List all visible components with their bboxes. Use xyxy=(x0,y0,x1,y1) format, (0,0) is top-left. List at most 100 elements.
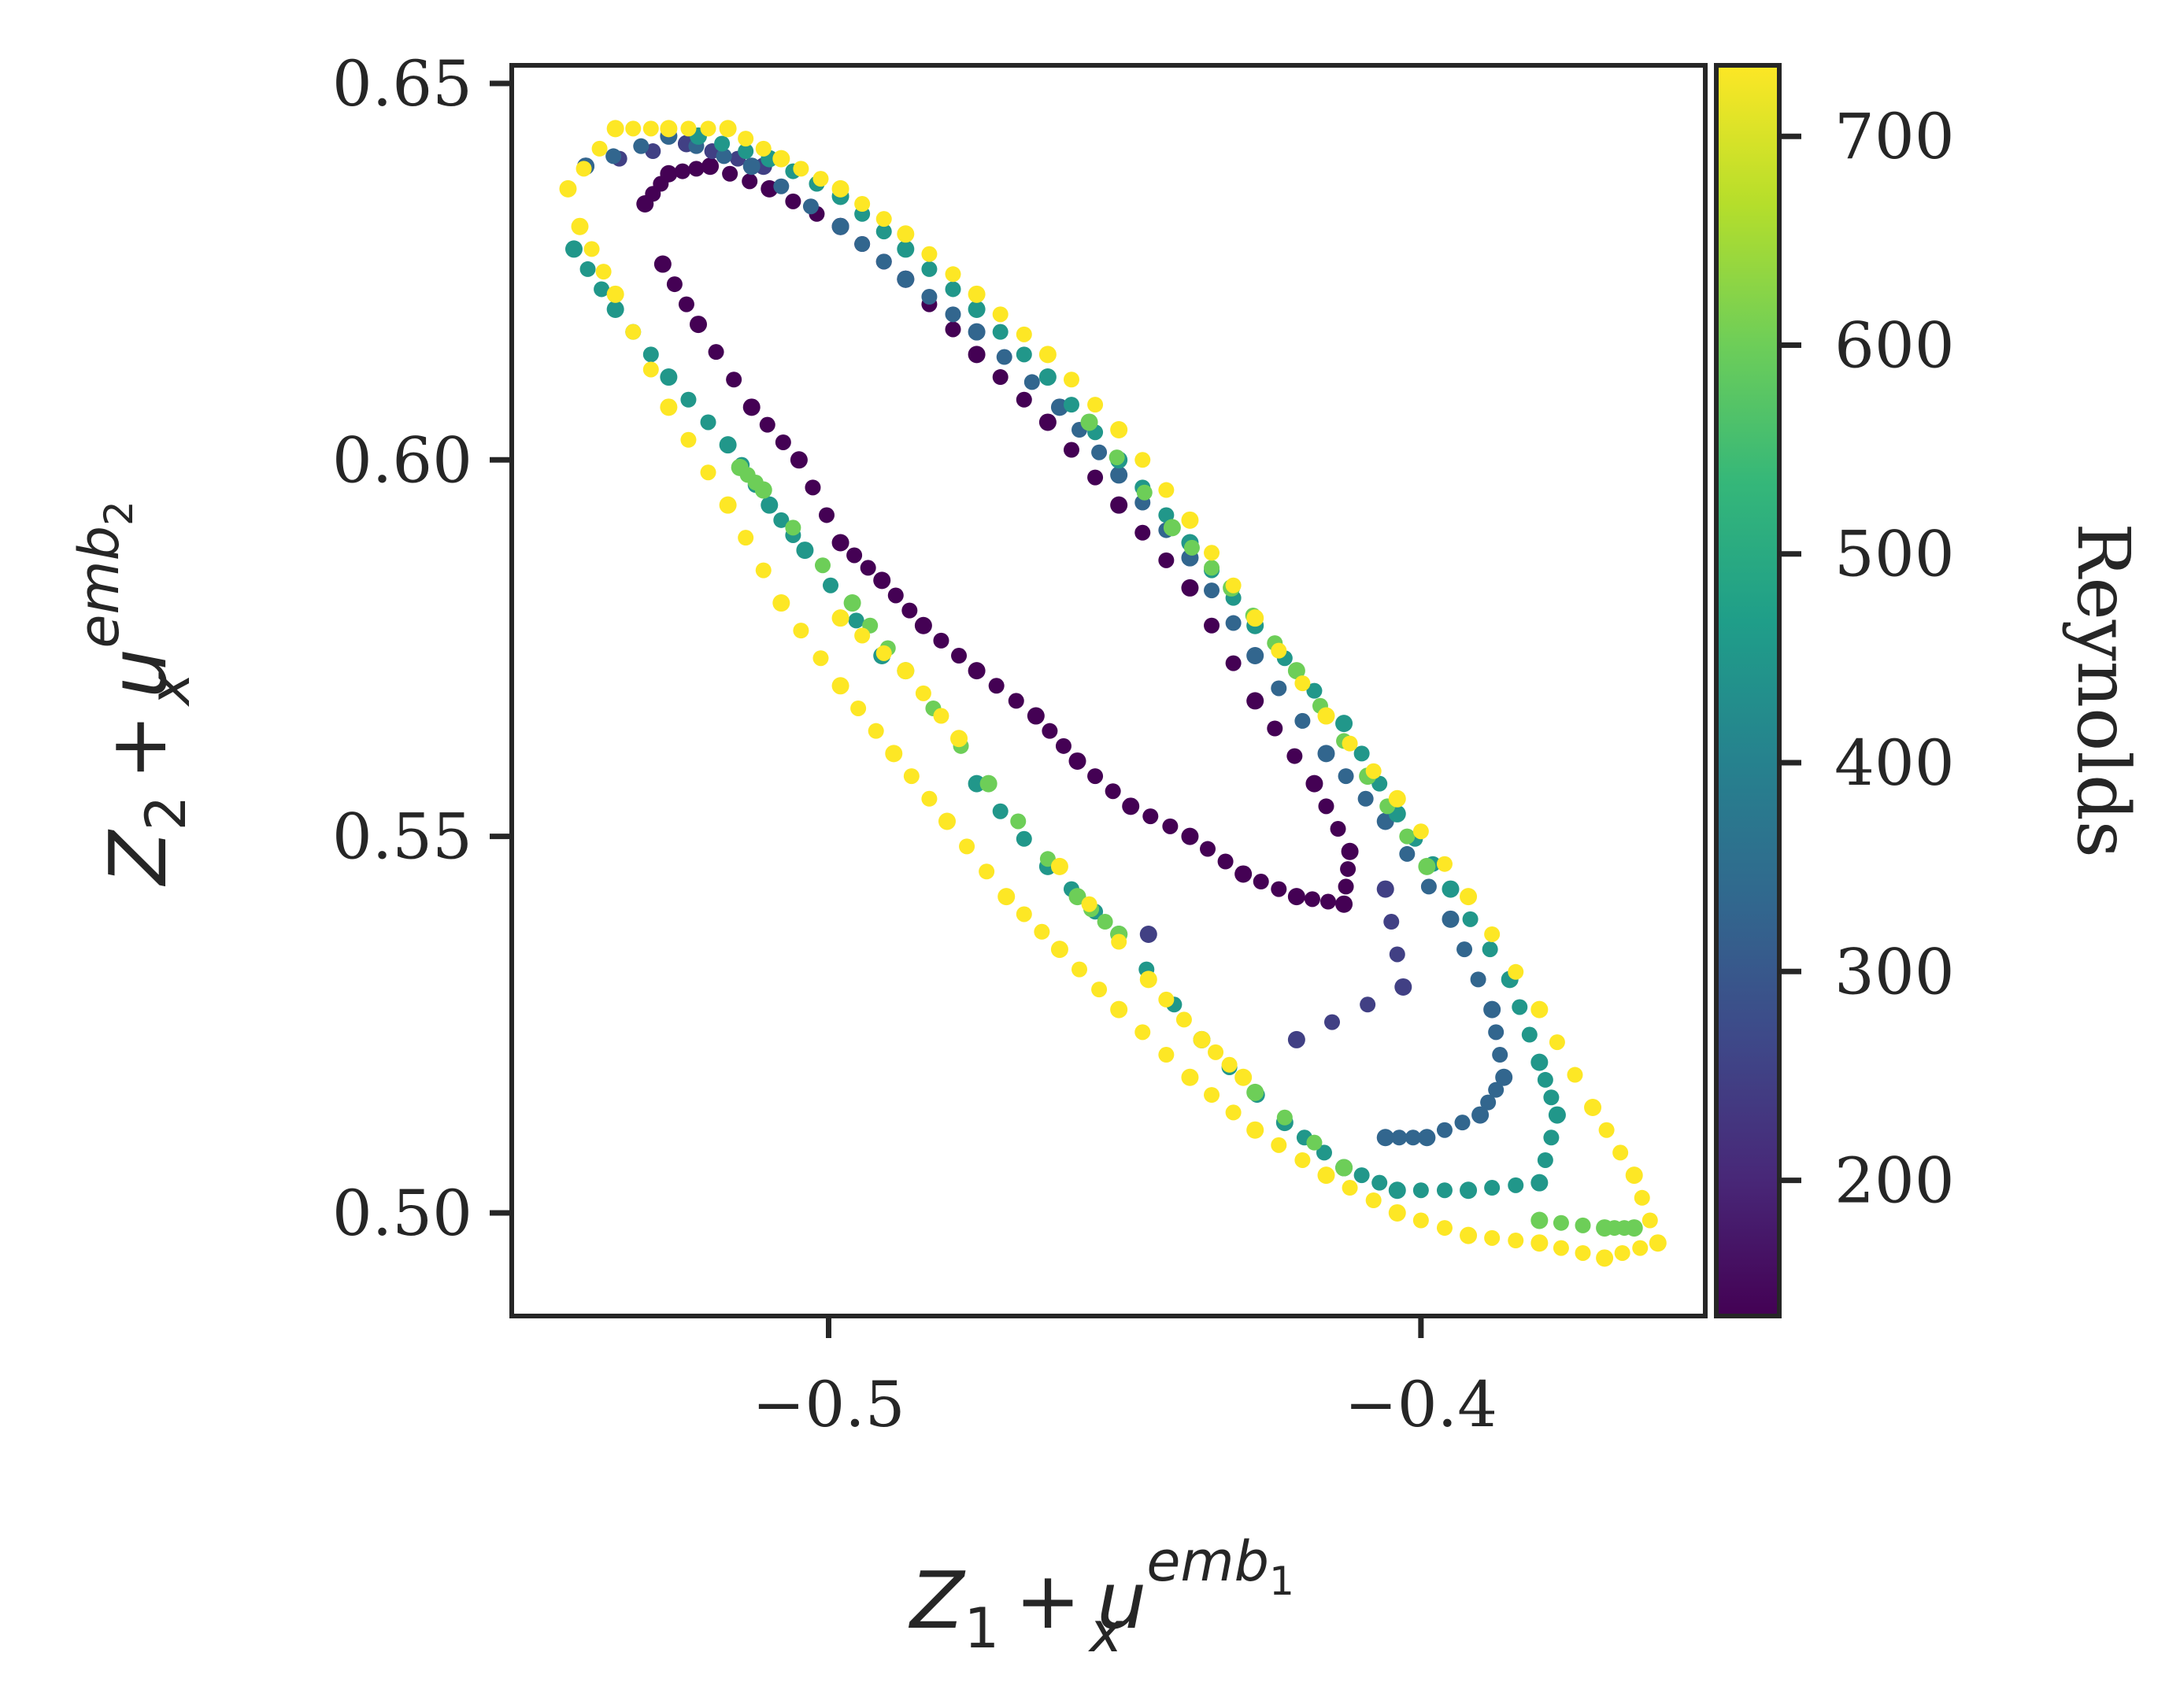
data-point-interp xyxy=(992,306,1009,323)
data-point-interp xyxy=(1271,881,1287,897)
data-point xyxy=(1335,1159,1353,1177)
data-point-interp xyxy=(1158,991,1175,1007)
data-point-interp xyxy=(1136,484,1153,501)
data-point-interp xyxy=(1109,449,1125,466)
data-point-interp xyxy=(1399,845,1416,862)
data-point xyxy=(1139,925,1157,943)
series-re-734 xyxy=(559,120,1667,1267)
data-point-interp xyxy=(726,372,742,388)
data-point xyxy=(1110,496,1128,514)
data-point xyxy=(1038,346,1057,364)
data-point-interp xyxy=(921,246,938,262)
data-point xyxy=(754,481,772,499)
data-point-interp xyxy=(755,140,772,157)
data-point-interp xyxy=(921,289,938,305)
data-point-interp xyxy=(875,224,892,240)
colorbar-tick-label: 200 xyxy=(1834,1144,1955,1218)
data-point xyxy=(979,775,997,793)
colorbar-tick-label: 500 xyxy=(1834,518,1955,591)
data-point xyxy=(1246,647,1264,665)
data-point-interp xyxy=(1271,680,1287,697)
data-point-interp xyxy=(773,512,790,528)
data-point-interp xyxy=(1412,823,1429,840)
data-point-interp xyxy=(1010,813,1027,830)
data-point-interp xyxy=(1420,878,1437,895)
data-point-interp xyxy=(1632,1240,1649,1256)
data-point-interp xyxy=(860,560,876,576)
data-point-interp xyxy=(1208,1044,1224,1060)
data-point-interp xyxy=(1537,1071,1553,1088)
data-point-interp xyxy=(714,135,731,152)
data-point-interp xyxy=(1383,914,1400,930)
data-point-interp xyxy=(921,261,938,277)
data-point xyxy=(1530,1000,1549,1019)
data-point-interp xyxy=(642,361,659,378)
data-point xyxy=(1122,797,1140,815)
data-point xyxy=(606,285,624,303)
data-point-interp xyxy=(1340,861,1356,878)
data-point xyxy=(1317,745,1335,763)
data-point xyxy=(761,496,779,514)
data-point-interp xyxy=(633,138,650,154)
data-point xyxy=(1287,888,1305,906)
data-point-interp xyxy=(1575,1244,1591,1261)
data-point-interp xyxy=(645,143,661,160)
plot-frame xyxy=(509,63,1708,1318)
data-point-interp xyxy=(1142,808,1159,825)
data-point-interp xyxy=(812,650,829,667)
data-point-interp xyxy=(1454,1115,1471,1131)
data-point-interp xyxy=(945,306,961,323)
data-point-interp xyxy=(805,479,821,496)
data-point xyxy=(1246,609,1264,627)
data-point-interp xyxy=(1575,1217,1591,1233)
data-point-interp xyxy=(738,131,754,147)
data-point-interp xyxy=(1318,798,1334,815)
data-point xyxy=(1181,827,1199,845)
data-point xyxy=(660,165,678,183)
data-point-interp xyxy=(576,161,592,177)
data-point-interp xyxy=(1111,933,1127,950)
data-point xyxy=(564,240,583,258)
data-point-interp xyxy=(1134,1024,1151,1041)
data-point xyxy=(1038,413,1057,431)
data-point xyxy=(1530,1174,1549,1192)
data-point xyxy=(968,346,986,364)
data-point-interp xyxy=(625,120,642,137)
data-point-interp xyxy=(1553,1214,1569,1231)
data-point xyxy=(660,398,678,416)
data-point-interp xyxy=(625,323,642,340)
data-point-interp xyxy=(1330,821,1346,837)
data-point xyxy=(831,534,849,552)
data-point-interp xyxy=(848,612,864,629)
data-point xyxy=(1181,1068,1199,1086)
data-point xyxy=(660,120,678,138)
data-point-interp xyxy=(1543,1089,1560,1106)
data-point-interp xyxy=(1412,1212,1429,1229)
data-point-interp xyxy=(1105,783,1121,800)
data-point-interp xyxy=(579,261,596,277)
data-point-interp xyxy=(1039,851,1056,867)
series-re-330 xyxy=(577,127,1513,1147)
data-point xyxy=(606,300,624,318)
data-point-interp xyxy=(1204,582,1220,599)
data-point-interp xyxy=(1360,996,1376,1013)
data-point xyxy=(950,730,968,748)
data-point-interp xyxy=(1567,1067,1583,1083)
data-point-interp xyxy=(1470,971,1486,988)
data-point xyxy=(1625,1166,1643,1185)
data-point-interp xyxy=(1267,720,1283,737)
data-point xyxy=(1649,1234,1667,1252)
data-point xyxy=(653,255,672,273)
data-point xyxy=(742,157,761,176)
data-point-interp xyxy=(1016,391,1032,408)
series-re-250 xyxy=(577,135,1412,1048)
data-point-interp xyxy=(1204,560,1220,576)
data-point xyxy=(1246,1121,1264,1139)
data-point-interp xyxy=(1204,545,1220,561)
data-point-interp xyxy=(959,838,975,855)
data-point-interp xyxy=(1614,1244,1630,1261)
data-point-interp xyxy=(1204,617,1220,634)
data-point-interp xyxy=(1391,1129,1408,1146)
data-point-interp xyxy=(785,193,801,209)
data-point-interp xyxy=(1134,524,1151,541)
